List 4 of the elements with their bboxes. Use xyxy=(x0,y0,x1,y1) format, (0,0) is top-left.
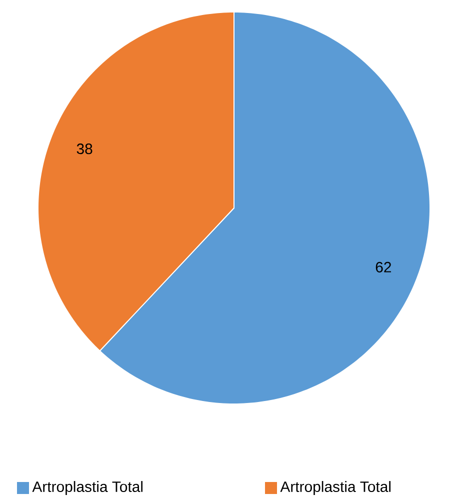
legend-label: Artroplastia Total xyxy=(280,481,390,495)
data-label: 38 xyxy=(76,144,92,154)
data-label: 62 xyxy=(376,262,391,272)
legend-label: Artroplastia Total xyxy=(32,481,142,495)
